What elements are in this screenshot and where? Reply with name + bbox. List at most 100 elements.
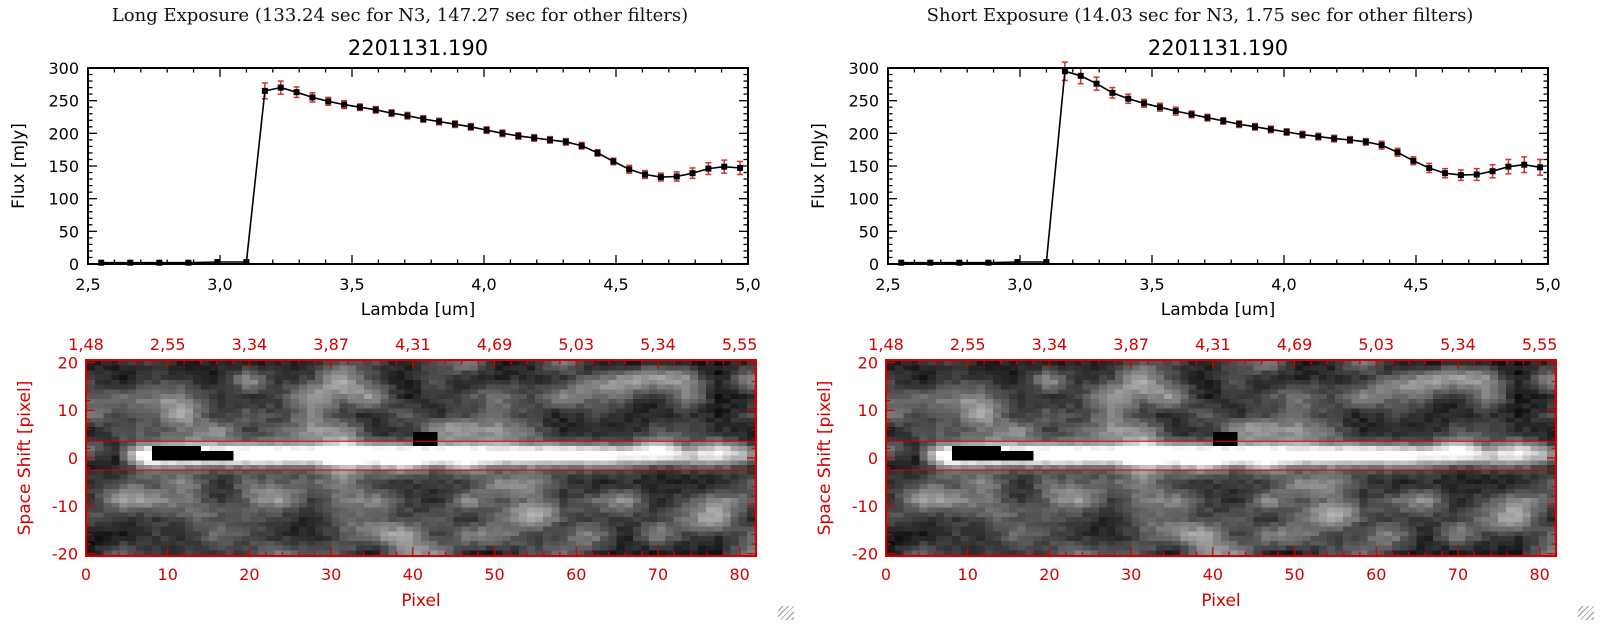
svg-text:40: 40: [1203, 565, 1223, 584]
svg-text:3,34: 3,34: [1032, 335, 1068, 354]
data-point-markers: [898, 68, 1544, 266]
y-axis-label: Flux [mJy]: [9, 123, 29, 209]
image-tick-labels: 0 1,48 10 2,55 20 3,34 30 3,87 40 4,31 50 4,69 60 5,0…: [52, 335, 758, 584]
svg-text:100: 100: [48, 190, 79, 209]
image-frame: [85, 359, 757, 557]
image-axes: 0 1,48 10 2,55 20 3,34 30 3,87 40 4,31 50 4,69 60 5,0…: [52, 335, 758, 584]
svg-text:80: 80: [1529, 565, 1549, 584]
spectral-2d-image: [887, 361, 1555, 555]
svg-text:50: 50: [484, 565, 504, 584]
svg-text:10: 10: [958, 565, 978, 584]
svg-text:3,87: 3,87: [313, 335, 349, 354]
error-bars: [1061, 61, 1544, 182]
svg-text:5,55: 5,55: [722, 335, 758, 354]
svg-text:200: 200: [48, 124, 79, 143]
spectrum-title: 2201131.190: [348, 36, 488, 60]
x-axis-label: Lambda [um]: [361, 300, 475, 320]
svg-text:5,03: 5,03: [558, 335, 594, 354]
svg-text:4,31: 4,31: [1195, 335, 1231, 354]
svg-text:4,0: 4,0: [471, 275, 496, 294]
svg-text:4,5: 4,5: [1403, 275, 1428, 294]
svg-text:50: 50: [59, 222, 79, 241]
svg-text:50: 50: [1284, 565, 1304, 584]
svg-text:3,34: 3,34: [232, 335, 268, 354]
svg-text:20: 20: [1039, 565, 1059, 584]
spectral-2d-image: [87, 361, 755, 555]
image-x-axis-label: Pixel: [401, 591, 440, 611]
svg-text:0: 0: [881, 565, 891, 584]
svg-text:50: 50: [859, 222, 879, 241]
svg-text:60: 60: [1366, 565, 1386, 584]
svg-text:5,34: 5,34: [640, 335, 676, 354]
image-frame: [885, 359, 1557, 557]
spectrum-chart: 2201131.190 Lambda [um] Flux [mJy] 2,5 3,…: [809, 36, 1561, 320]
svg-text:100: 100: [848, 190, 879, 209]
svg-text:150: 150: [48, 157, 79, 176]
x-axis-label: Lambda [um]: [1161, 300, 1275, 320]
svg-text:250: 250: [848, 92, 879, 111]
axis-ticks: [887, 67, 1549, 265]
svg-text:3,5: 3,5: [339, 275, 364, 294]
exposure-title: Short Exposure (14.03 sec for N3, 1.75 s…: [926, 5, 1474, 26]
svg-text:0: 0: [68, 449, 78, 468]
svg-text:200: 200: [848, 124, 879, 143]
plot-frame: [87, 67, 749, 265]
image-y-axis-label: Space Shift [pixel]: [15, 381, 35, 536]
resize-grip[interactable]: [778, 606, 794, 620]
svg-text:1,48: 1,48: [68, 335, 104, 354]
svg-text:0: 0: [69, 255, 79, 274]
plot-frame: [887, 67, 1549, 265]
svg-text:2,55: 2,55: [150, 335, 186, 354]
spectrum-title: 2201131.190: [1148, 36, 1288, 60]
tick-labels: 2,5 3,0 3,5 4,0 4,5 5,0 0 50 100 150 200 250 300: [848, 59, 1560, 294]
svg-text:4,31: 4,31: [395, 335, 431, 354]
svg-text:5,0: 5,0: [735, 275, 760, 294]
y-axis-label: Flux [mJy]: [809, 123, 829, 209]
aperture-lines: [87, 440, 755, 471]
panel-short-exposure: Short Exposure (14.03 sec for N3, 1.75 s…: [800, 0, 1600, 630]
svg-text:20: 20: [239, 565, 259, 584]
svg-text:10: 10: [58, 401, 78, 420]
svg-text:4,0: 4,0: [1271, 275, 1296, 294]
panel-long-exposure: Long Exposure (133.24 sec for N3, 147.27…: [9, 5, 794, 620]
svg-text:-20: -20: [852, 545, 878, 564]
svg-text:80: 80: [729, 565, 749, 584]
axis-ticks: [87, 67, 749, 265]
svg-text:5,55: 5,55: [1522, 335, 1558, 354]
svg-text:250: 250: [48, 92, 79, 111]
svg-text:5,0: 5,0: [1535, 275, 1560, 294]
resize-grip[interactable]: [1578, 606, 1594, 620]
svg-text:0: 0: [868, 449, 878, 468]
svg-text:0: 0: [869, 255, 879, 274]
svg-text:4,69: 4,69: [477, 335, 513, 354]
svg-text:40: 40: [403, 565, 423, 584]
svg-text:3,5: 3,5: [1139, 275, 1164, 294]
svg-text:70: 70: [648, 565, 668, 584]
svg-text:20: 20: [858, 353, 878, 372]
image-x-axis-label: Pixel: [1201, 591, 1240, 611]
svg-text:150: 150: [848, 157, 879, 176]
svg-text:300: 300: [48, 59, 79, 78]
svg-text:5,03: 5,03: [1358, 335, 1394, 354]
image-axis-ticks: [885, 360, 1557, 556]
svg-text:-20: -20: [52, 545, 78, 564]
data-point-markers: [98, 84, 744, 266]
svg-text:1,48: 1,48: [868, 335, 904, 354]
svg-text:2,5: 2,5: [875, 275, 900, 294]
svg-text:3,0: 3,0: [207, 275, 232, 294]
image-axis-ticks: [85, 360, 757, 556]
image-axes: 0 1,48 10 2,55 20 3,34 30 3,87 40 4,31 50 4,69 60 5,0…: [852, 335, 1558, 584]
svg-text:2,5: 2,5: [75, 275, 100, 294]
spectral-image-axes: Pixel Space Shift [pixel] 0 1,48 10 2,55 20 3…: [815, 335, 1558, 611]
spectrum-chart: 2201131.190 Lambda [um] Flux [mJy] 2,5 3,…: [9, 36, 761, 320]
spectrum-plot-area: 2,5 3,0 3,5 4,0 4,5 5,0 0 50 100 150 200 250 300: [48, 59, 760, 294]
tick-labels: 2,5 3,0 3,5 4,0 4,5 5,0 0 50 100 150 200 250 300: [48, 59, 760, 294]
svg-text:20: 20: [58, 353, 78, 372]
svg-text:4,69: 4,69: [1277, 335, 1313, 354]
svg-text:3,0: 3,0: [1007, 275, 1032, 294]
svg-text:10: 10: [858, 401, 878, 420]
spectrum-line: [901, 70, 1541, 264]
svg-text:2,55: 2,55: [950, 335, 986, 354]
svg-text:300: 300: [848, 59, 879, 78]
